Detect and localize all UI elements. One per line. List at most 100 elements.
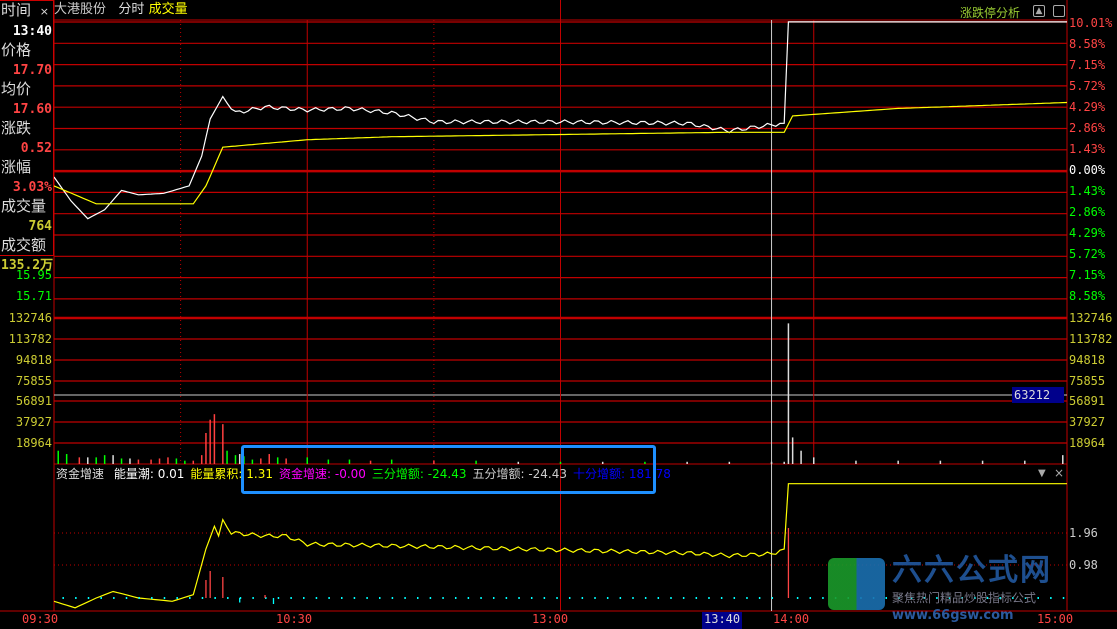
indicator-dot	[505, 597, 508, 599]
indicator-dot	[315, 597, 318, 599]
pct-axis-label: 0.00%	[1069, 163, 1106, 177]
indicator-volume[interactable]: 成交量	[148, 2, 188, 17]
indicator-dot	[100, 597, 102, 599]
change-label: 涨跌	[1, 119, 32, 137]
indicator-dot	[189, 597, 191, 599]
volume-axis-label: 37927	[1069, 415, 1106, 429]
indicator-dot	[454, 597, 457, 599]
indicator-dot	[606, 597, 609, 599]
indicator-dot	[265, 597, 267, 599]
pct-value: 3.03%	[12, 179, 52, 195]
indicator-dot	[556, 597, 558, 599]
indicator-dot	[923, 597, 925, 599]
indicator-dot	[758, 597, 761, 599]
indicator-dot	[341, 597, 343, 599]
indicator-value: 十分增额: 181.78	[573, 467, 671, 481]
indicator-dot	[87, 597, 90, 599]
indicator-dot	[252, 597, 254, 599]
logo-icon	[828, 558, 885, 610]
indicator-dot	[594, 597, 596, 599]
info-panel: 时间 × 13:40 价格 17.70 均价 17.60 涨跌 0.52 涨幅 …	[0, 0, 54, 273]
indicator-dot	[113, 597, 115, 599]
indicator-dot	[151, 597, 153, 599]
time-label: 10:30	[276, 612, 313, 626]
indicator-dot	[986, 597, 989, 599]
expand-up-icon[interactable]: ▲	[1033, 5, 1045, 17]
indicator-dot	[353, 597, 356, 599]
indicator-dot	[910, 597, 913, 599]
limit-analysis-button[interactable]: 涨跌停分析	[960, 6, 1021, 20]
pct-axis-label: 2.86%	[1069, 121, 1106, 135]
indicator-dot	[936, 597, 938, 599]
avg-label: 均价	[1, 80, 32, 98]
indicator-dot	[974, 597, 976, 599]
stock-name: 大港股份	[54, 2, 107, 17]
panel-toggle-icon[interactable]	[1053, 5, 1065, 17]
pct-axis-label: 1.43%	[1069, 142, 1106, 156]
price-line	[53, 21, 1067, 220]
amount-label: 成交额	[1, 236, 47, 254]
indicator-value: 能量潮: 0.01	[113, 467, 185, 481]
volume-axis-label: 113782	[1069, 332, 1113, 346]
time-label: 15:00	[1037, 612, 1074, 626]
time-label: 14:00	[773, 612, 810, 626]
indicator-value: 资金增速: -0.00	[279, 467, 366, 481]
highlight-box	[241, 445, 656, 494]
logo-slogan: 聚焦热门精品炒股指标公式	[892, 591, 1037, 605]
time-label: 13:00	[532, 612, 569, 626]
indicator-dot	[543, 597, 546, 599]
indicator-dot	[138, 597, 140, 599]
indicator-dot	[239, 597, 242, 599]
indicator-dot	[125, 597, 128, 599]
indicator-line	[53, 483, 1067, 609]
indicator-dot	[277, 597, 280, 599]
pct-axis-label: 5.72%	[1069, 79, 1106, 93]
indicator-dot	[416, 597, 419, 599]
indicator-dot	[720, 597, 723, 599]
indicator-bar: 资金增速 能量潮: 0.01 能量累积: 1.31 资金增速: -0.00 三分增额:…	[56, 466, 671, 482]
indicator-dot	[404, 597, 406, 599]
indicator-dot	[632, 597, 634, 599]
dropdown-icon[interactable]: ▼	[1038, 468, 1046, 479]
volume-axis-label: 56891	[1069, 394, 1106, 408]
volume-axis-label: 132746	[1069, 311, 1113, 325]
indicator-dot	[733, 597, 736, 599]
volume-axis-label: 56891	[15, 394, 52, 408]
indicator-dot	[303, 597, 305, 599]
indicator-dot	[492, 597, 495, 599]
indicator-dot	[822, 597, 824, 599]
amount-value: 135.2万	[1, 257, 54, 273]
price-value: 17.70	[12, 62, 52, 78]
close-icon[interactable]: ×	[39, 5, 50, 18]
indicator-dot	[1050, 597, 1052, 599]
indicator-dot	[1062, 597, 1065, 599]
indicator-dot	[290, 597, 292, 599]
indicator-name[interactable]: 资金增速	[56, 467, 105, 481]
tab-intraday[interactable]: 分时	[118, 2, 145, 17]
indicator-dot	[999, 597, 1001, 599]
close-indicator-icon[interactable]: ×	[1054, 466, 1065, 480]
indicator-value: 能量累积: 1.31	[190, 467, 273, 481]
avg-value: 17.60	[12, 101, 52, 117]
indicator-dot	[708, 597, 710, 599]
volume-axis-label: 18964	[15, 436, 52, 450]
indicator-dot	[948, 597, 951, 599]
volume-label: 成交量	[1, 197, 47, 215]
indicator-dot	[670, 597, 672, 599]
indicator-value: 三分增额: -24.43	[371, 467, 467, 481]
indicator-dot	[644, 597, 647, 599]
indicator-dot	[62, 597, 64, 599]
indicator-dot	[214, 597, 216, 599]
indicator-dot	[176, 597, 178, 599]
indicator-dot	[568, 597, 571, 599]
indicator-dot	[1012, 597, 1014, 599]
pct-axis-label: 8.58%	[1069, 289, 1106, 303]
price-label: 价格	[1, 41, 32, 59]
volume-axis-label: 113782	[8, 332, 52, 346]
pct-axis-label: 2.86%	[1069, 205, 1106, 219]
pct-axis-label: 4.29%	[1069, 100, 1106, 114]
indicator-dot	[657, 597, 660, 599]
price-axis-label: 15.71	[15, 289, 52, 303]
indicator-axis-label: 0.98	[1069, 558, 1098, 572]
pct-axis-label: 7.15%	[1069, 58, 1106, 72]
